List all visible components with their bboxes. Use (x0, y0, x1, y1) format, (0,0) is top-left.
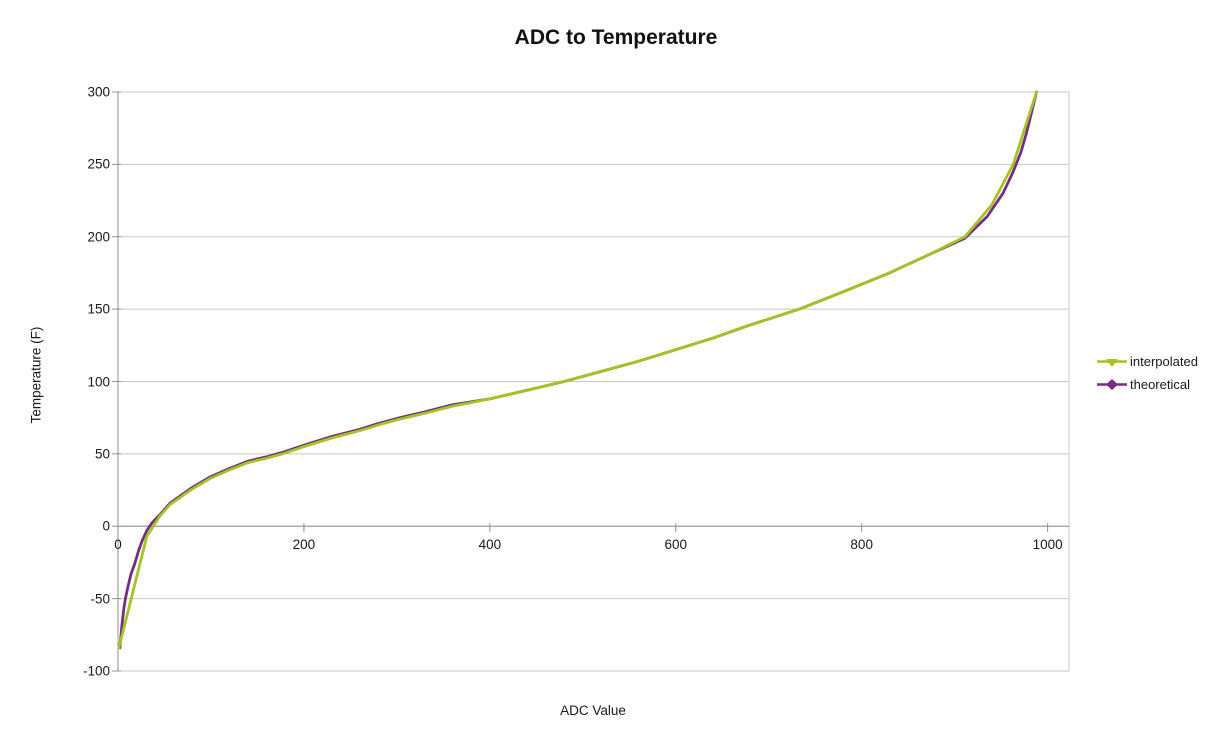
x-tick-label-1000: 1000 (1032, 537, 1063, 553)
y-tick-label-0: 0 (102, 518, 110, 534)
y-axis-title: Temperature (F) (28, 326, 44, 424)
legend-item-interpolated: interpolated (1096, 350, 1198, 373)
series-line-theoretical (118, 90, 1038, 650)
y-tick-label--50: -50 (90, 591, 110, 607)
legend-marker-theoretical-icon (1097, 379, 1127, 390)
chart-title: ADC to Temperature (514, 26, 718, 49)
legend: interpolated theoretical (1096, 350, 1198, 396)
x-tick-label-200: 200 (292, 537, 316, 553)
x-tick-label-0: 0 (114, 537, 122, 553)
series-line-interpolated (117, 90, 1038, 650)
x-axis-title: ADC Value (560, 703, 626, 718)
y-tick-label-300: 300 (87, 84, 110, 100)
legend-label-interpolated: interpolated (1130, 354, 1198, 369)
y-tick-label-50: 50 (94, 446, 110, 462)
legend-marker-interpolated-icon (1097, 359, 1127, 367)
x-tick-label-800: 800 (850, 537, 873, 553)
y-tick-label--100: -100 (82, 663, 110, 679)
x-tick-label-600: 600 (664, 537, 688, 553)
y-tick-label-100: 100 (87, 374, 110, 389)
y-tick-label-250: 250 (87, 156, 110, 172)
y-tick-label-200: 200 (87, 229, 110, 245)
y-tick-label-150: 150 (87, 301, 110, 317)
legend-item-theoretical: theoretical (1096, 373, 1198, 396)
legend-label-theoretical: theoretical (1130, 377, 1190, 392)
x-tick-label-400: 400 (478, 537, 502, 553)
